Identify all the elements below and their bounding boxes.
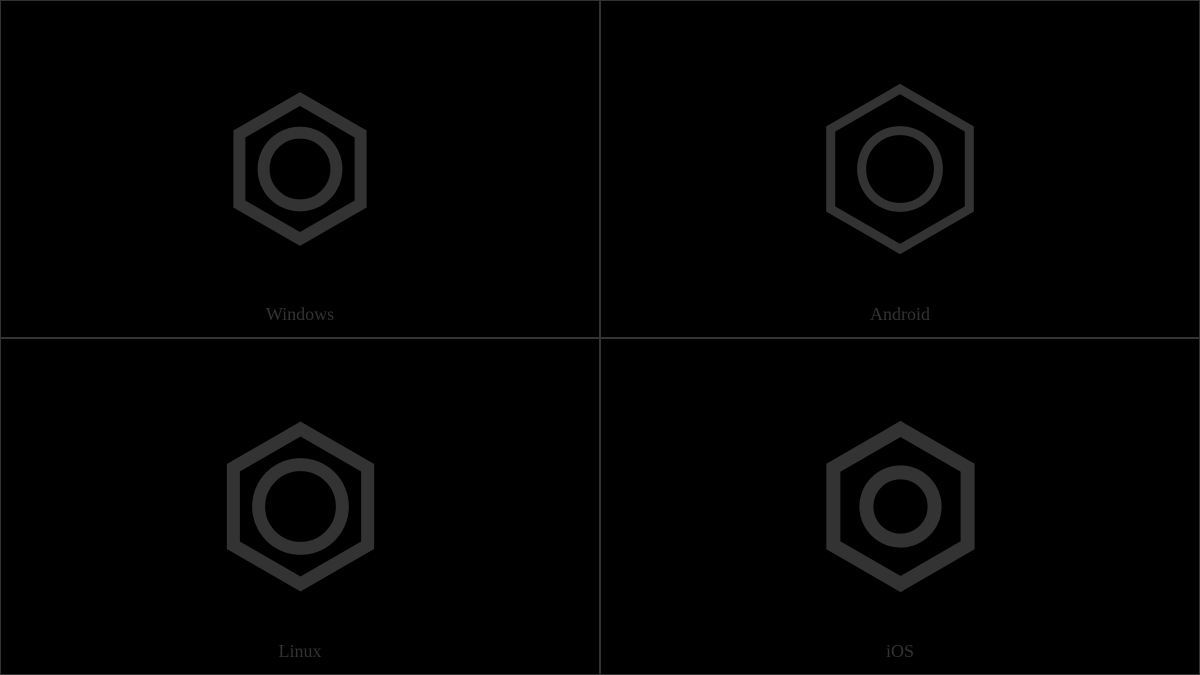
label-ios: iOS [886,641,914,662]
cell-ios: iOS [600,338,1200,675]
benzene-ring-icon [811,80,989,258]
label-android: Android [870,304,930,325]
benzene-ring-icon [218,87,382,251]
label-linux: Linux [279,641,322,662]
glyph-grid: Windows Android Linux iOS [0,0,1200,675]
label-windows: Windows [266,304,334,325]
cell-android: Android [600,0,1200,338]
cell-linux: Linux [0,338,600,675]
glyph-windows [1,1,599,337]
glyph-ios [601,339,1199,675]
glyph-android [601,1,1199,337]
cell-windows: Windows [0,0,600,338]
glyph-linux [1,339,599,675]
benzene-ring-icon [210,416,391,597]
benzene-ring-icon [809,415,992,598]
